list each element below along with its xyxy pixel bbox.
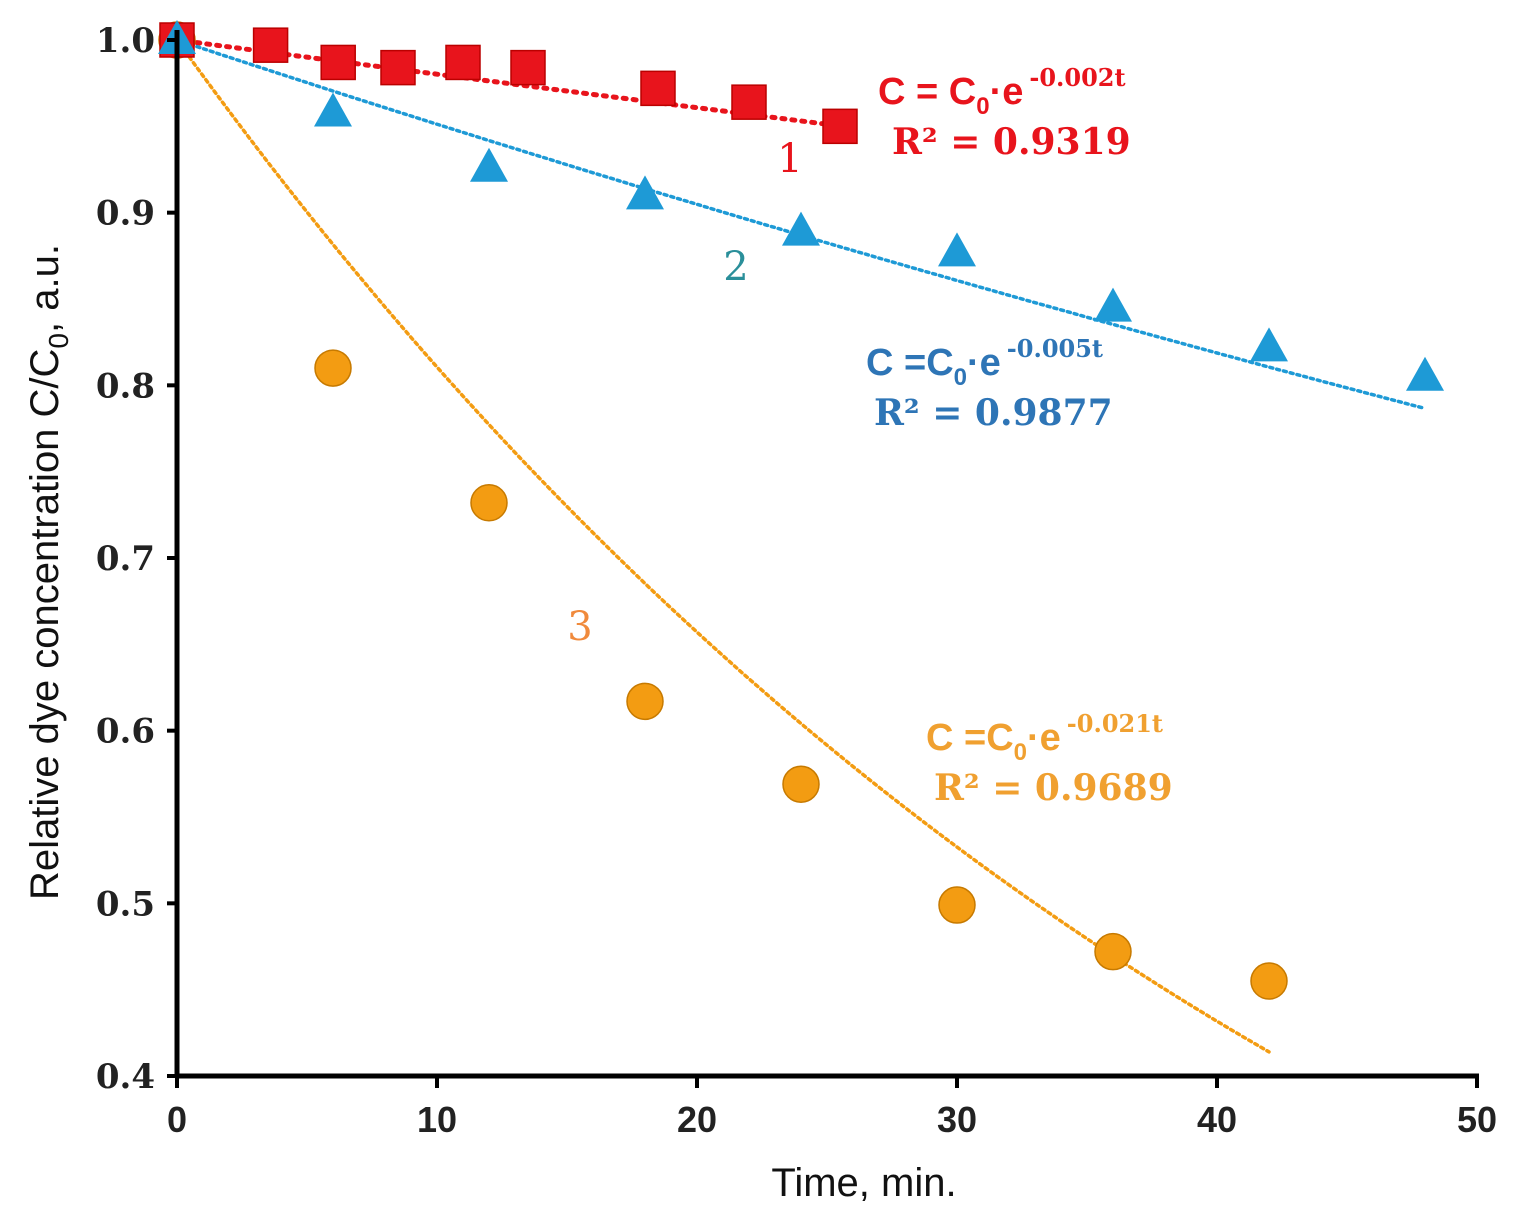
y-axis-label-main: Relative dye concentration C/C [23, 349, 67, 900]
x-axis-label: Time, min. [771, 1161, 956, 1205]
point-series-2 [1094, 287, 1132, 322]
r-squared-series-1: R² = 0.9319 [892, 121, 1131, 163]
equation-exponent: -0.005t [1007, 334, 1103, 363]
point-series-1 [731, 84, 767, 120]
y-axis-label-tail: , a.u. [23, 244, 67, 333]
y-tick-label: 0.4 [96, 1057, 155, 1097]
point-series-3 [470, 483, 508, 522]
y-axis-label-sub: 0 [43, 333, 74, 349]
data-points [158, 20, 1444, 1000]
point-series-1 [380, 49, 416, 86]
y-tick-label: 0.7 [96, 539, 155, 579]
trendline-series-3 [175, 38, 1271, 1054]
point-series-2 [938, 232, 976, 267]
series-label-3: 3 [567, 604, 592, 650]
x-tick-label: 40 [1197, 1099, 1237, 1140]
point-series-2 [626, 175, 664, 210]
point-series-3 [938, 886, 976, 924]
y-tick-label: 0.8 [96, 366, 155, 406]
point-series-3 [1094, 932, 1132, 971]
fit-equation-series-2: C =C0·e -0.005t [866, 334, 1103, 391]
r-squared-series-2: R² = 0.9877 [874, 392, 1113, 434]
equation-prefix: C =C [866, 342, 954, 384]
point-series-1 [445, 44, 481, 81]
series-label-2: 2 [723, 244, 748, 290]
point-series-1 [510, 49, 546, 86]
y-tick-label: 1.0 [96, 21, 155, 61]
point-series-1 [640, 70, 676, 107]
point-series-3 [314, 349, 352, 387]
point-series-1 [320, 44, 356, 81]
equation-mid: ·e [990, 71, 1024, 113]
equation-subscript: 0 [1014, 739, 1027, 766]
point-series-2 [314, 92, 352, 127]
series-label-1: 1 [777, 136, 802, 182]
equation-subscript: 0 [976, 93, 989, 120]
y-tick-label: 0.9 [96, 194, 155, 234]
point-series-2 [782, 211, 820, 246]
equation-prefix: C = C [878, 71, 976, 113]
point-series-1 [822, 108, 858, 145]
equation-subscript: 0 [954, 364, 967, 391]
y-axis-label: Relative dye concentration C/C0, a.u. [23, 244, 74, 900]
x-tick-label: 30 [937, 1099, 977, 1140]
point-series-3 [1250, 962, 1288, 1000]
x-tick-label: 10 [417, 1099, 457, 1140]
equation-mid: ·e [1027, 717, 1061, 759]
point-series-3 [626, 682, 664, 721]
point-series-3 [782, 765, 820, 803]
fit-equation-series-3: C =C0·e -0.021t [926, 709, 1163, 766]
fit-equation-series-1: C = C0·e -0.002t [878, 63, 1126, 120]
r-squared-series-3: R² = 0.9689 [934, 767, 1173, 809]
y-tick-label: 0.6 [96, 712, 155, 752]
equation-exponent: -0.021t [1067, 709, 1163, 738]
point-series-2 [1406, 356, 1444, 391]
x-tick-label: 50 [1457, 1099, 1497, 1140]
x-tick-label: 0 [167, 1099, 187, 1140]
equation-prefix: C =C [926, 717, 1014, 759]
x-tick-label: 20 [677, 1099, 717, 1140]
equation-exponent: -0.002t [1029, 63, 1125, 92]
point-series-1 [252, 27, 289, 63]
equation-mid: ·e [967, 342, 1001, 384]
y-tick-label: 0.5 [96, 884, 155, 924]
trendlines [174, 37, 1427, 1054]
point-series-2 [470, 147, 508, 182]
point-series-2 [1250, 327, 1288, 362]
